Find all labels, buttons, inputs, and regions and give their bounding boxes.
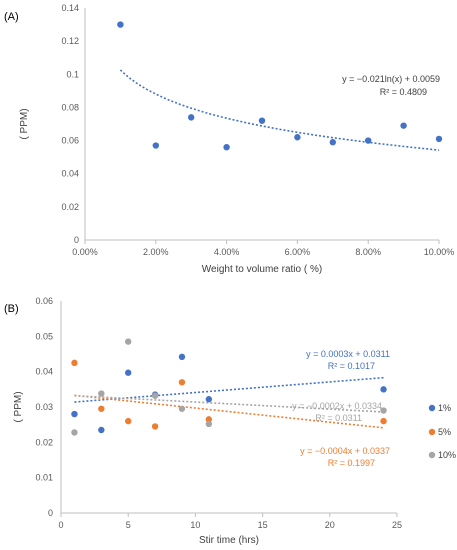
data-point <box>435 135 443 143</box>
y-tick-label: 0.14 <box>61 3 79 13</box>
x-tick-label: 6.00% <box>285 247 311 257</box>
x-axis-title: Stir time (hrs) <box>199 535 259 546</box>
data-point <box>178 379 186 386</box>
data-point <box>380 407 387 414</box>
x-tick-label: 25 <box>392 520 402 530</box>
x-tick-label: 5 <box>126 520 131 530</box>
x-tick-label: 20 <box>325 520 335 530</box>
trendline-r2: R² = 0.4809 <box>380 87 427 97</box>
x-tick-label: 8.00% <box>355 247 381 257</box>
x-tick-label: 15 <box>258 520 268 530</box>
y-tick-label: 0.02 <box>35 437 53 447</box>
data-point <box>71 429 78 436</box>
data-point <box>117 21 124 28</box>
data-point <box>125 369 132 376</box>
x-tick-label: 4.00% <box>214 247 240 257</box>
data-point <box>329 139 336 146</box>
x-axis-title: Weight to volume ratio ( %) <box>202 264 322 275</box>
trendline-r2: R² = 0.1997 <box>328 458 375 468</box>
data-point <box>365 137 372 144</box>
y-tick-label: 0.01 <box>35 473 53 483</box>
trendline-r2: R² = 0.0311 <box>315 413 362 423</box>
data-point <box>258 117 266 124</box>
y-tick-label: 0.02 <box>61 202 79 212</box>
legend-label: 1% <box>438 403 451 413</box>
legend-label: 5% <box>438 427 451 437</box>
y-tick-label: 0 <box>74 235 79 245</box>
y-tick-label: 0.1 <box>66 69 79 79</box>
y-tick-label: 0 <box>48 508 53 518</box>
chart-b: (B) 0 0.01 0.02 0.03 0.04 0.05 0.06 0 5 10 15 20 25 St… <box>4 296 456 546</box>
y-tick-label: 0.06 <box>35 296 53 306</box>
y-tick-label: 0.12 <box>61 36 79 46</box>
trendline <box>74 376 384 403</box>
trendline-equation: y = −0.021ln(x) + 0.0059 <box>342 74 440 84</box>
trendline-equation: y = 0.0003x + 0.0311 <box>306 349 390 359</box>
data-point <box>294 134 301 141</box>
y-tick-label: 0.04 <box>35 367 53 377</box>
data-point <box>98 405 105 412</box>
data-point <box>71 410 78 418</box>
data-point <box>223 144 230 151</box>
data-point <box>151 423 159 430</box>
y-tick-label: 0.03 <box>35 402 53 412</box>
panel-label: (B) <box>4 303 19 315</box>
data-point <box>98 390 105 397</box>
data-point <box>125 417 132 425</box>
y-tick-label: 0.04 <box>61 169 79 179</box>
data-point <box>380 417 387 425</box>
trendline-equation: y = −0.0002x + 0.0334 <box>292 401 382 411</box>
x-tick-label: 10.00% <box>424 247 455 257</box>
legend-marker <box>428 428 436 436</box>
data-point <box>178 405 186 412</box>
data-point <box>152 142 159 149</box>
x-tick-label: 0.00% <box>72 247 98 257</box>
trendline-equation: y = −0.0004x + 0.0337 <box>300 446 390 456</box>
data-point <box>125 338 132 345</box>
x-tick-label: 2.00% <box>143 247 169 257</box>
panel-label: (A) <box>4 11 19 23</box>
trendline <box>119 69 440 151</box>
data-point <box>205 396 213 403</box>
data-point <box>205 420 213 428</box>
data-point <box>205 416 213 423</box>
x-tick-label: 0 <box>58 520 63 530</box>
data-point <box>380 386 387 393</box>
y-tick-label: 0.06 <box>61 136 79 146</box>
data-point <box>400 122 407 129</box>
data-point <box>98 426 105 434</box>
chart-a: (A) 0 0.02 0.04 0.06 0.08 0.1 0.12 0.14 0.00% 2.00… <box>4 3 455 275</box>
data-point <box>188 114 195 121</box>
legend-marker <box>428 404 436 412</box>
data-point <box>71 359 78 367</box>
legend-marker <box>428 451 436 459</box>
trendline-r2: R² = 0.1017 <box>328 361 375 371</box>
x-tick-label: 10 <box>190 520 200 530</box>
data-point <box>151 392 159 399</box>
trendline <box>74 394 384 413</box>
legend-label: 10% <box>438 450 456 460</box>
y-axis-title: ( PPM) <box>19 108 30 139</box>
y-tick-label: 0.05 <box>35 331 53 341</box>
data-point <box>178 353 186 361</box>
y-tick-label: 0.08 <box>61 102 79 112</box>
y-axis-title: ( PPM) <box>13 391 24 422</box>
